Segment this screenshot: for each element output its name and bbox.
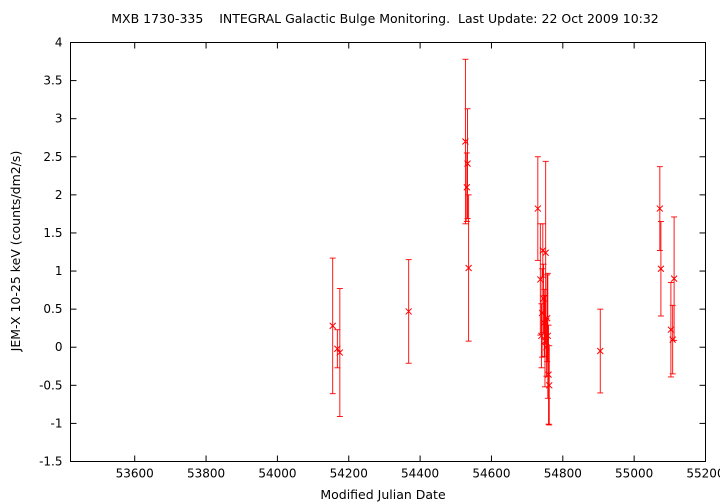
y-tick-label: 4 — [55, 36, 63, 50]
x-axis-label: Modified Julian Date — [320, 487, 446, 502]
data-point — [462, 58, 469, 225]
point-marker — [545, 381, 553, 389]
data-point — [464, 108, 471, 219]
chart-title: MXB 1730-335 INTEGRAL Galactic Bulge Mon… — [111, 11, 659, 26]
point-marker — [329, 322, 337, 330]
point-marker — [405, 308, 413, 315]
point-marker — [670, 275, 678, 283]
point-marker — [336, 349, 344, 356]
data-point — [670, 216, 678, 341]
x-tick-label: 55000 — [615, 467, 653, 481]
x-tick-label: 54800 — [544, 467, 582, 481]
y-tick-label: 1 — [55, 264, 63, 278]
y-axis-label: JEM-X 10-25 keV (counts/dm2/s) — [8, 151, 23, 353]
y-tick-label: 0 — [55, 340, 63, 354]
point-marker — [542, 249, 550, 257]
data-point — [538, 268, 546, 358]
point-marker — [543, 314, 551, 322]
data-point — [465, 194, 472, 342]
x-tick-label: 53800 — [187, 467, 225, 481]
data-point — [329, 257, 337, 395]
point-marker — [463, 183, 471, 191]
data-point — [542, 160, 550, 345]
data-point — [669, 304, 677, 375]
y-tick-label: 2 — [55, 188, 63, 202]
data-point — [545, 345, 553, 426]
data-point — [656, 166, 664, 251]
data-point — [545, 324, 552, 425]
point-marker — [464, 160, 471, 167]
data-point — [544, 272, 552, 399]
y-tick-label: 1.5 — [43, 226, 62, 240]
axis-ticks: 53600 53800 54000 54200 54400 54600 54800 55000… — [39, 36, 720, 481]
data-point — [333, 329, 341, 369]
x-tick-label: 54000 — [258, 467, 296, 481]
y-tick-label: 3 — [55, 112, 63, 126]
point-marker — [465, 264, 472, 272]
point-marker — [538, 332, 545, 340]
data-point — [657, 221, 665, 317]
point-marker — [656, 205, 664, 212]
point-marker — [545, 371, 552, 379]
data-point — [596, 308, 604, 394]
point-marker — [669, 336, 677, 343]
data-points — [329, 58, 678, 426]
data-point — [336, 288, 344, 418]
y-tick-label: 2.5 — [43, 150, 62, 164]
x-tick-label: 55200 — [686, 467, 720, 481]
data-point — [405, 259, 413, 364]
x-tick-label: 53600 — [116, 467, 154, 481]
plot-frame — [70, 42, 706, 462]
point-marker — [544, 332, 552, 340]
point-marker — [596, 347, 604, 355]
x-tick-label: 54600 — [472, 467, 510, 481]
y-tick-label: 3.5 — [43, 74, 62, 88]
data-point — [541, 294, 549, 388]
y-tick-label: -1 — [51, 416, 63, 430]
y-tick-label: -1.5 — [39, 455, 62, 469]
y-tick-label: 0.5 — [43, 302, 62, 316]
y-tick-label: -0.5 — [39, 378, 62, 392]
data-point — [534, 156, 542, 261]
point-marker — [657, 265, 665, 273]
x-tick-label: 54200 — [330, 467, 368, 481]
point-marker — [333, 345, 341, 353]
point-marker — [534, 205, 542, 212]
x-tick-label: 54400 — [401, 467, 439, 481]
